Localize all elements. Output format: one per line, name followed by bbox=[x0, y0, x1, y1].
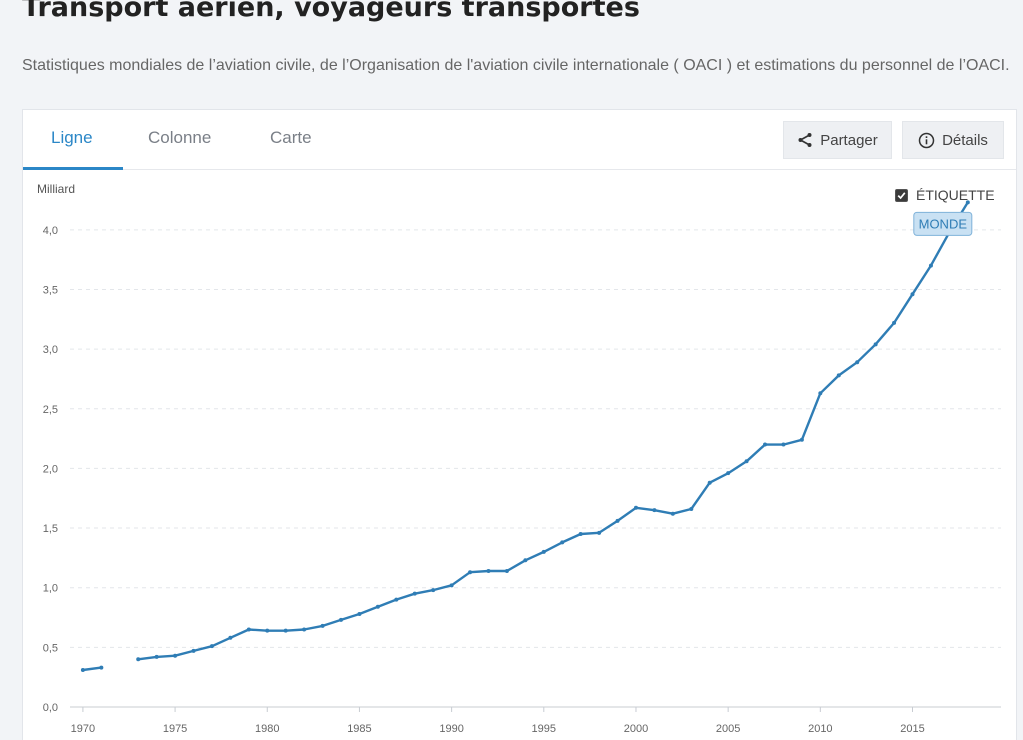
details-label: Détails bbox=[942, 131, 988, 149]
y-tick-label: 3,0 bbox=[43, 344, 58, 356]
label-toggle[interactable]: ÉTIQUETTE bbox=[895, 187, 995, 203]
data-point bbox=[910, 292, 915, 297]
x-tick-label: 2000 bbox=[624, 723, 648, 735]
data-point bbox=[615, 518, 620, 523]
line-chart: 0,0 0,5 1,0 1,5 2,0 2,5 3,0 3,5 4,0 1970 1975 1980 1… bbox=[43, 200, 1001, 735]
checkmark-icon bbox=[897, 191, 906, 199]
x-tick-label: 1980 bbox=[255, 723, 279, 735]
label-toggle-text: ÉTIQUETTE bbox=[916, 187, 995, 203]
data-point bbox=[173, 653, 178, 658]
data-point bbox=[431, 588, 436, 593]
share-label: Partager bbox=[820, 131, 878, 149]
data-point bbox=[892, 320, 897, 325]
data-point bbox=[228, 635, 233, 640]
chart-card: Ligne Colonne Carte Partager bbox=[22, 109, 1017, 740]
x-tick-label: 1995 bbox=[532, 723, 556, 735]
data-point bbox=[80, 668, 85, 673]
x-tick-label: 1975 bbox=[163, 723, 187, 735]
x-tick-label: 2015 bbox=[900, 723, 924, 735]
active-tab-indicator bbox=[23, 167, 123, 170]
data-point bbox=[283, 628, 288, 633]
share-icon bbox=[797, 132, 813, 148]
data-point bbox=[523, 558, 528, 563]
page-subtitle: Statistiques mondiales de l’aviation civ… bbox=[22, 57, 1010, 74]
data-point bbox=[394, 597, 399, 602]
y-tick-label: 1,5 bbox=[43, 523, 58, 535]
share-button[interactable]: Partager bbox=[783, 121, 892, 159]
series-label-box bbox=[913, 211, 973, 236]
data-point bbox=[99, 665, 104, 670]
data-point bbox=[265, 628, 270, 633]
data-point bbox=[339, 617, 344, 622]
data-point bbox=[209, 644, 214, 649]
data-point bbox=[689, 506, 694, 511]
tab-carte-label: Carte bbox=[270, 128, 312, 147]
data-point bbox=[412, 591, 417, 596]
data-point bbox=[449, 583, 454, 588]
data-point bbox=[541, 549, 546, 554]
data-point bbox=[799, 437, 804, 442]
data-point bbox=[154, 654, 159, 659]
data-point bbox=[375, 604, 380, 609]
data-point bbox=[836, 373, 841, 378]
data-point bbox=[191, 648, 196, 653]
y-tick-label: 2,5 bbox=[43, 404, 58, 416]
data-point bbox=[468, 570, 473, 575]
data-point bbox=[357, 611, 362, 616]
tab-colonne-label: Colonne bbox=[148, 128, 212, 147]
x-tick-label: 1970 bbox=[71, 723, 95, 735]
y-axis-unit: Milliard bbox=[37, 182, 76, 196]
data-point bbox=[873, 342, 878, 347]
x-tick-label: 2005 bbox=[716, 723, 740, 735]
data-point bbox=[818, 391, 823, 396]
data-point bbox=[633, 505, 638, 510]
data-point bbox=[744, 459, 749, 464]
tab-carte[interactable]: Carte bbox=[270, 110, 312, 170]
series-label: MONDE bbox=[919, 216, 968, 231]
y-tick-label: 0,0 bbox=[43, 702, 58, 714]
data-point bbox=[707, 480, 712, 485]
data-point bbox=[965, 200, 970, 205]
data-point bbox=[763, 442, 768, 447]
data-point bbox=[504, 569, 509, 574]
info-icon bbox=[918, 132, 935, 149]
y-tick-label: 1,0 bbox=[43, 583, 58, 595]
data-point bbox=[652, 508, 657, 513]
data-point bbox=[320, 623, 325, 628]
data-point bbox=[670, 511, 675, 516]
tab-colonne[interactable]: Colonne bbox=[148, 110, 211, 170]
y-tick-label: 0,5 bbox=[43, 642, 58, 654]
y-tick-label: 4,0 bbox=[43, 225, 58, 237]
details-button[interactable]: Détails bbox=[902, 121, 1004, 159]
x-tick-label: 1990 bbox=[439, 723, 463, 735]
data-point bbox=[928, 263, 933, 268]
data-point bbox=[560, 540, 565, 545]
data-point bbox=[246, 627, 251, 632]
page-title: Transport aérien, voyageurs transportés bbox=[22, 0, 640, 23]
data-point bbox=[855, 360, 860, 365]
tab-ligne-label: Ligne bbox=[51, 128, 93, 147]
data-point bbox=[136, 657, 141, 662]
y-tick-label: 3,5 bbox=[43, 284, 58, 296]
label-toggle-checkbox[interactable] bbox=[895, 188, 908, 202]
data-point bbox=[578, 532, 583, 537]
x-tick-label: 2010 bbox=[808, 723, 832, 735]
data-point bbox=[486, 569, 491, 574]
data-point bbox=[781, 442, 786, 447]
y-tick-label: 2,0 bbox=[43, 463, 58, 475]
data-point bbox=[597, 530, 602, 535]
data-point bbox=[302, 627, 307, 632]
data-point bbox=[726, 471, 731, 476]
series-line bbox=[82, 201, 969, 672]
tab-bar: Ligne Colonne Carte Partager bbox=[23, 110, 1016, 170]
tab-ligne[interactable]: Ligne bbox=[51, 110, 93, 170]
x-tick-label: 1985 bbox=[347, 723, 371, 735]
